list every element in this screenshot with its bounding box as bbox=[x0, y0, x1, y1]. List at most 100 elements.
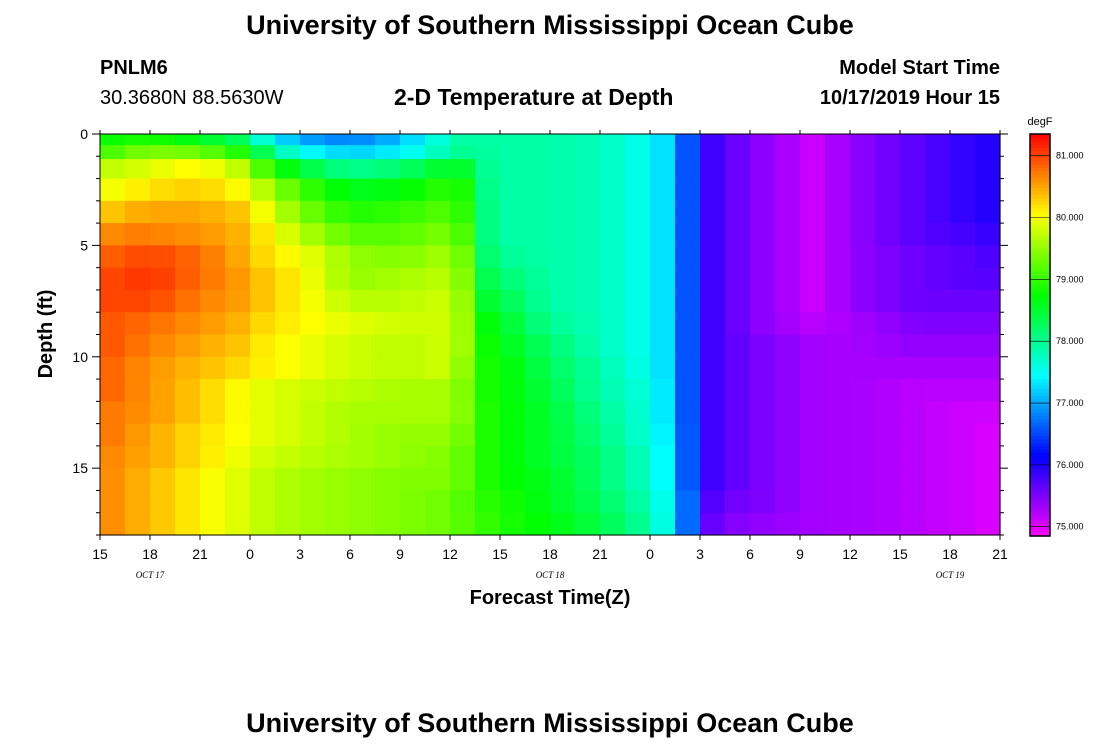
heatmap-cell bbox=[775, 145, 801, 160]
heatmap-cell bbox=[150, 289, 176, 313]
colorbar-swatch bbox=[1030, 415, 1050, 420]
y-axis-title: Depth (ft) bbox=[35, 290, 57, 379]
heatmap-cell bbox=[675, 490, 701, 514]
heatmap-cell bbox=[675, 423, 701, 447]
heatmap-cell bbox=[575, 223, 601, 246]
heatmap-cell bbox=[850, 312, 876, 336]
heatmap-cell bbox=[975, 289, 1001, 313]
colorbar-swatch bbox=[1030, 485, 1050, 490]
heatmap-cell bbox=[150, 468, 176, 492]
heatmap-cell bbox=[525, 223, 551, 246]
heatmap-cell bbox=[550, 134, 576, 146]
heatmap-cell bbox=[300, 267, 326, 291]
heatmap-cell bbox=[675, 223, 701, 246]
heatmap-cell bbox=[375, 490, 401, 514]
heatmap-cell bbox=[600, 356, 626, 380]
heatmap-cell bbox=[150, 490, 176, 514]
heatmap-cell bbox=[150, 159, 176, 180]
heatmap-cell bbox=[725, 223, 751, 246]
heatmap-cell bbox=[550, 145, 576, 160]
heatmap-cell bbox=[275, 134, 301, 146]
heatmap-cell bbox=[975, 423, 1001, 447]
heatmap-cell bbox=[325, 445, 351, 469]
heatmap-cell bbox=[350, 445, 376, 469]
heatmap-cell bbox=[725, 512, 751, 536]
heatmap-cell bbox=[500, 379, 526, 402]
heatmap-cell bbox=[500, 445, 526, 469]
heatmap-cell bbox=[475, 134, 501, 146]
heatmap-cell bbox=[625, 356, 651, 380]
heatmap-cell bbox=[850, 145, 876, 160]
heatmap-cell bbox=[275, 356, 301, 380]
heatmap-cell bbox=[550, 178, 576, 202]
heatmap-cell bbox=[975, 245, 1001, 269]
heatmap-cell bbox=[325, 512, 351, 536]
heatmap-cell bbox=[725, 401, 751, 425]
heatmap-cell bbox=[675, 312, 701, 336]
heatmap-cell bbox=[900, 356, 926, 380]
heatmap-cell bbox=[175, 312, 201, 336]
heatmap-cell bbox=[700, 401, 726, 425]
heatmap-cell bbox=[375, 445, 401, 469]
heatmap-cell bbox=[900, 267, 926, 291]
heatmap-cell bbox=[625, 445, 651, 469]
heatmap-cell bbox=[175, 490, 201, 514]
colorbar-swatch bbox=[1030, 381, 1050, 386]
heatmap-cell bbox=[850, 267, 876, 291]
heatmap-cell bbox=[275, 223, 301, 246]
colorbar-swatch bbox=[1030, 190, 1050, 195]
heatmap-cell bbox=[825, 468, 851, 492]
heatmap-cell bbox=[575, 490, 601, 514]
heatmap-cell bbox=[500, 200, 526, 224]
colorbar-swatch bbox=[1030, 509, 1050, 514]
heatmap-cell bbox=[275, 401, 301, 425]
colorbar-swatch bbox=[1030, 278, 1050, 282]
heatmap-cell bbox=[875, 379, 901, 402]
colorbar-swatch bbox=[1030, 201, 1050, 205]
heatmap-cell bbox=[875, 245, 901, 269]
heatmap-cell bbox=[950, 490, 976, 514]
colorbar-swatch bbox=[1030, 448, 1050, 453]
heatmap-cell bbox=[125, 356, 151, 380]
heatmap-cell bbox=[350, 334, 376, 358]
heatmap-cell bbox=[325, 289, 351, 313]
heatmap-cell bbox=[825, 200, 851, 224]
heatmap-cell bbox=[475, 145, 501, 160]
heatmap-cell bbox=[650, 289, 676, 313]
heatmap-cell bbox=[650, 468, 676, 492]
colorbar-swatch bbox=[1030, 465, 1050, 470]
colorbar-swatch bbox=[1030, 140, 1050, 145]
heatmap-cell bbox=[275, 178, 301, 202]
colorbar-label: 77.000 bbox=[1056, 398, 1084, 408]
heatmap-cell bbox=[950, 468, 976, 492]
heatmap-cell bbox=[275, 267, 301, 291]
heatmap-cell bbox=[250, 334, 276, 358]
x-tick-label: 15 bbox=[92, 546, 108, 562]
colorbar-swatch bbox=[1030, 204, 1050, 209]
x-tick-label: 3 bbox=[696, 546, 704, 562]
heatmap-cell bbox=[400, 134, 426, 146]
heatmap-cell bbox=[300, 289, 326, 313]
heatmap-cell bbox=[525, 145, 551, 160]
heatmap-cell bbox=[950, 145, 976, 160]
heatmap-cell bbox=[950, 312, 976, 336]
heatmap-cell bbox=[175, 289, 201, 313]
heatmap-cell bbox=[400, 159, 426, 180]
colorbar-swatch bbox=[1030, 368, 1050, 373]
heatmap-cell bbox=[250, 512, 276, 536]
heatmap-cell bbox=[850, 334, 876, 358]
colorbar-swatch bbox=[1030, 375, 1050, 380]
heatmap-cell bbox=[550, 512, 576, 536]
heatmap-cell bbox=[475, 445, 501, 469]
heatmap-cell bbox=[575, 245, 601, 269]
heatmap-cell bbox=[600, 134, 626, 146]
heatmap-cell bbox=[425, 200, 451, 224]
heatmap-cell bbox=[450, 468, 476, 492]
heatmap-cell bbox=[200, 134, 226, 146]
heatmap-cell bbox=[850, 223, 876, 246]
x-axis: 15 18 21 0 3 6 9 12 15 18 21 0 3 6 9 12 15 18 21 OCT 17 OCT … bbox=[92, 130, 1008, 580]
heatmap-cell bbox=[225, 512, 251, 536]
model-start-label: Model Start Time bbox=[839, 57, 1000, 79]
heatmap-cell bbox=[625, 512, 651, 536]
heatmap-cell bbox=[225, 356, 251, 380]
